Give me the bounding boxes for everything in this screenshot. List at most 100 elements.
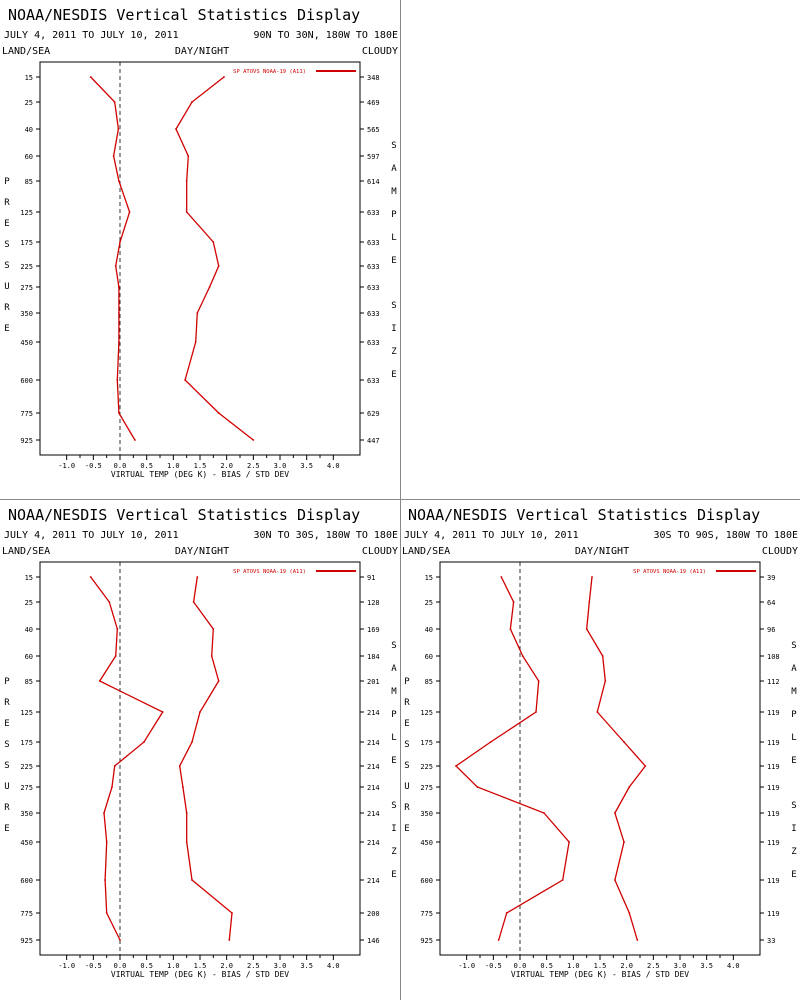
std-dev-point <box>614 879 616 881</box>
std-dev-point <box>217 265 220 267</box>
plot-frame <box>39 561 361 956</box>
y2-axis-label-letter: M <box>391 187 397 197</box>
y-tick-label: 775 <box>420 910 433 918</box>
std-dev-point <box>644 765 647 767</box>
std-dev-line <box>586 576 647 941</box>
sample-size-label: 633 <box>367 339 380 347</box>
y2-axis-label-letter: L <box>391 233 396 243</box>
sample-size-label: 629 <box>367 410 380 418</box>
bias-point <box>89 576 92 578</box>
bias-point <box>118 412 120 414</box>
x-axis-label: VIRTUAL TEMP (DEG K) - BIAS / STD DEV <box>111 470 289 479</box>
y2-axis-label-letter: S <box>391 801 396 811</box>
date-range: JULY 4, 2011 TO JULY 10, 2011 <box>404 530 579 541</box>
x-tick-label: 0.5 <box>140 462 153 470</box>
x-tick-label: 0.5 <box>540 962 553 970</box>
y-tick-label: 85 <box>425 678 433 686</box>
bias-point <box>537 680 540 682</box>
y-tick-label: 125 <box>20 709 33 717</box>
std-dev-point <box>628 786 631 788</box>
y-tick-label: 600 <box>420 877 433 885</box>
y-tick-label: 25 <box>25 599 33 607</box>
x-tick-label: -1.0 <box>58 962 75 970</box>
y-tick-label: 25 <box>425 599 433 607</box>
sample-size-label: 214 <box>367 877 380 885</box>
sample-size-label: 348 <box>367 74 380 82</box>
std-dev-point <box>210 655 213 657</box>
y-axis-label-letter: E <box>404 719 409 729</box>
sample-size-label: 214 <box>367 810 380 818</box>
x-tick-label: 1.0 <box>567 962 580 970</box>
bias-point <box>113 101 116 103</box>
y-axis-label-letter: R <box>4 198 10 208</box>
std-dev-point <box>604 680 607 682</box>
std-dev-point <box>192 601 195 603</box>
sample-size-label: 214 <box>367 784 380 792</box>
std-dev-point <box>588 601 591 603</box>
bias-point <box>105 912 108 914</box>
x-tick-label: 3.5 <box>700 962 713 970</box>
y-axis-label-letter: S <box>404 761 409 771</box>
std-dev-point <box>585 628 588 630</box>
bias-point <box>521 655 524 657</box>
y-tick-label: 40 <box>25 626 33 634</box>
x-axis-label: VIRTUAL TEMP (DEG K) - BIAS / STD DEV <box>111 970 289 979</box>
bias-line <box>90 576 164 941</box>
y2-axis-label-letter: A <box>791 664 797 674</box>
sample-size-label: 39 <box>767 574 775 582</box>
y-axis-label-letter: P <box>4 177 10 187</box>
y2-axis-label-letter: E <box>791 756 796 766</box>
y2-axis-label-letter: P <box>391 210 397 220</box>
y-tick-label: 925 <box>20 937 33 945</box>
std-dev-point <box>185 841 188 843</box>
sample-size-label: 119 <box>767 810 780 818</box>
y-tick-label: 775 <box>20 910 33 918</box>
std-dev-point <box>228 939 231 941</box>
region-label: 90N TO 30N, 180W TO 180E <box>254 30 399 41</box>
bias-point <box>561 879 564 881</box>
bias-point <box>114 655 117 657</box>
region-label: 30S TO 90S, 180W TO 180E <box>654 530 799 541</box>
x-tick-label: 2.0 <box>620 962 633 970</box>
bias-point <box>143 741 145 743</box>
y-axis-label-letter: R <box>404 698 410 708</box>
y-axis-label-letter: R <box>4 303 10 313</box>
std-dev-point <box>175 128 177 130</box>
bias-point <box>509 628 512 630</box>
y-axis-label-letter: U <box>4 282 9 292</box>
y-tick-label: 925 <box>20 437 33 445</box>
y-tick-label: 275 <box>420 784 433 792</box>
sample-size-label: 119 <box>767 763 780 771</box>
std-dev-point <box>187 155 190 157</box>
std-dev-point <box>217 680 220 682</box>
x-tick-label: 0.0 <box>514 962 527 970</box>
bias-point <box>455 765 457 767</box>
sample-size-label: 214 <box>367 763 380 771</box>
sample-size-label: 146 <box>367 937 380 945</box>
bias-point <box>119 939 121 941</box>
y2-axis-label-letter: M <box>391 687 397 697</box>
y-axis-label-letter: E <box>4 219 9 229</box>
bias-line <box>90 76 136 441</box>
bias-point <box>505 912 508 914</box>
y2-axis-label-letter: P <box>391 710 397 720</box>
sample-size-label: 469 <box>367 99 380 107</box>
sample-size-label: 184 <box>367 653 380 661</box>
y-tick-label: 60 <box>425 653 433 661</box>
std-dev-point <box>223 76 225 78</box>
bias-point <box>119 241 121 243</box>
std-dev-point <box>196 576 199 578</box>
y-tick-label: 275 <box>20 284 33 292</box>
bias-point <box>98 680 101 682</box>
bias-point <box>114 265 117 267</box>
y-tick-label: 775 <box>20 410 33 418</box>
std-dev-point <box>636 939 639 941</box>
y2-axis-label-letter: Z <box>791 847 797 857</box>
y-tick-label: 175 <box>420 739 433 747</box>
sample-size-label: 64 <box>767 599 775 607</box>
x-tick-label: 2.5 <box>647 962 660 970</box>
std-dev-point <box>185 180 188 182</box>
x-tick-label: -0.5 <box>485 962 502 970</box>
day-night-label: DAY/NIGHT <box>575 546 629 557</box>
y-tick-label: 60 <box>25 653 33 661</box>
